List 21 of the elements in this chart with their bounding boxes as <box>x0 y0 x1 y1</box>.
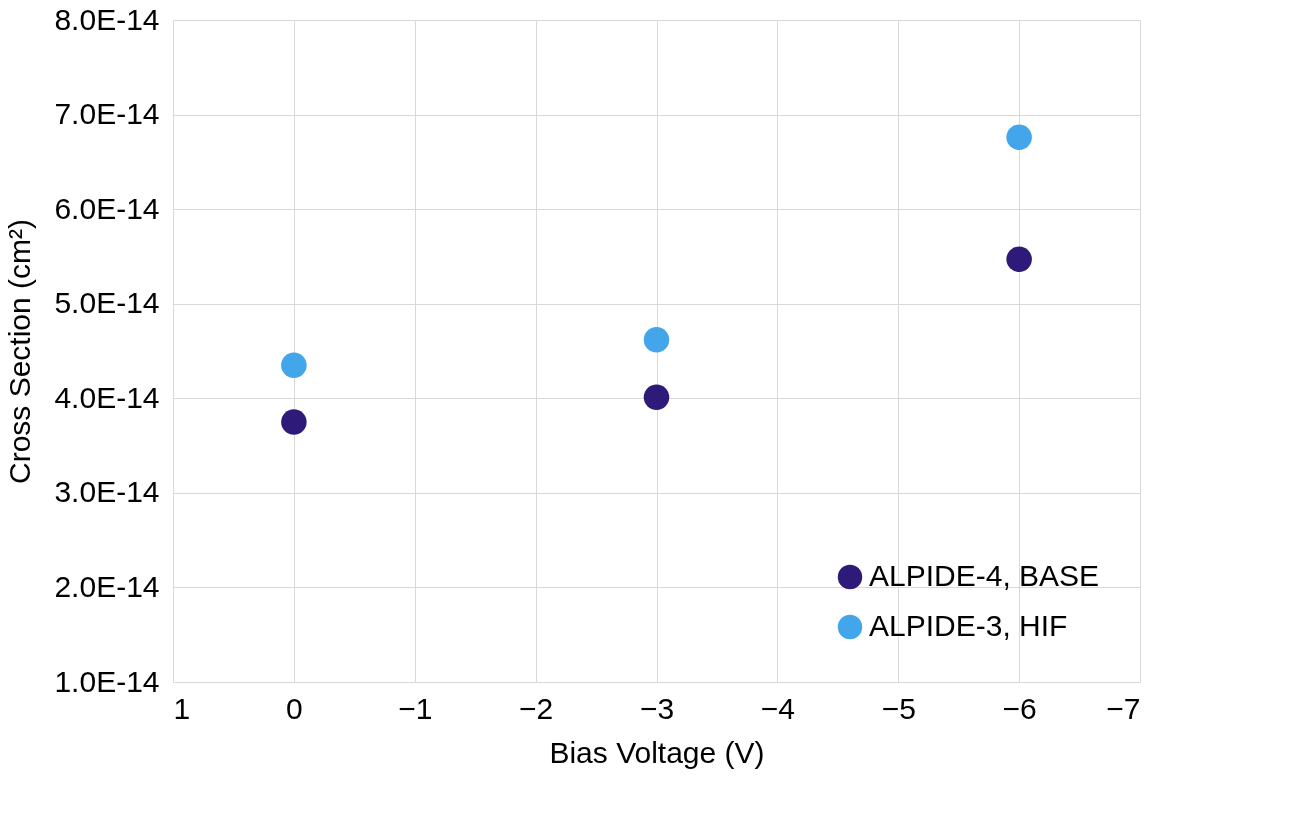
y-tick-label: 4.0E-14 <box>54 380 160 414</box>
y-tick-label: 8.0E-14 <box>54 2 160 36</box>
x-tick-label: −6 <box>1002 691 1037 725</box>
x-axis-title: Bias Voltage (V) <box>549 735 765 769</box>
y-tick-label: 2.0E-14 <box>54 569 160 603</box>
legend-label: ALPIDE-3, HIF <box>869 609 1068 642</box>
x-tick-label: −5 <box>881 691 916 725</box>
x-tick-label: −1 <box>398 691 433 725</box>
x-tick-label: −4 <box>760 691 795 725</box>
y-axis-title: Cross Section (cm²) <box>3 218 37 485</box>
x-tick-label: −3 <box>639 691 675 725</box>
y-tick-label: 5.0E-14 <box>54 286 160 320</box>
x-tick-label: −2 <box>519 691 554 725</box>
legend-label: ALPIDE-4, BASE <box>869 559 1100 592</box>
y-tick-label: 6.0E-14 <box>54 191 160 225</box>
y-tick-label: 7.0E-14 <box>54 97 160 131</box>
x-tick-label: −7 <box>1106 691 1141 725</box>
x-tick-label: 0 <box>286 691 303 725</box>
y-tick-label: 3.0E-14 <box>54 475 160 509</box>
x-tick-label: 1 <box>173 691 191 725</box>
y-tick-label: 1.0E-14 <box>54 664 160 698</box>
